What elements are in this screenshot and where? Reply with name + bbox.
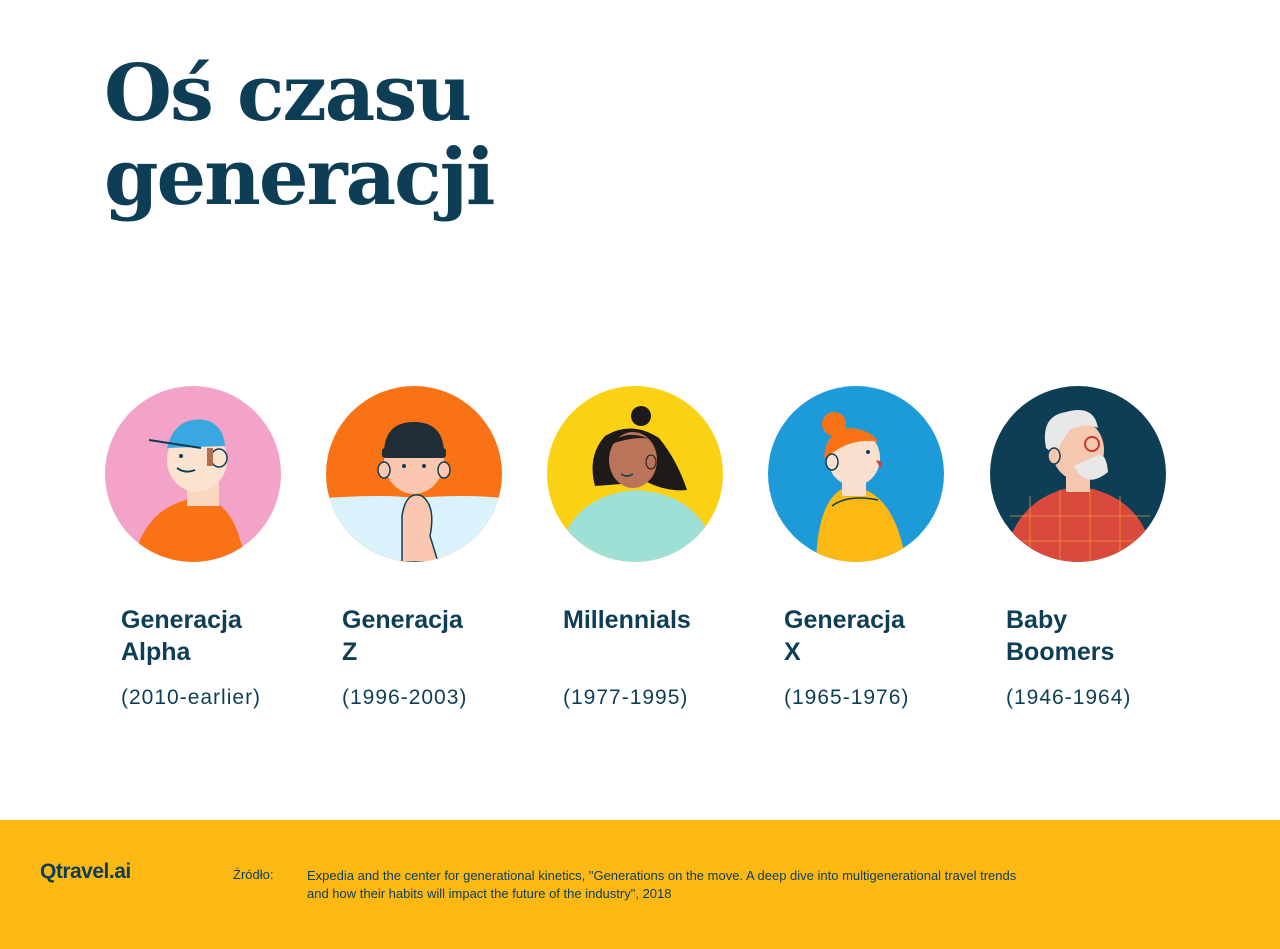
qtravel-logo: Qtravel.ai [40, 860, 131, 883]
generation-years: (1965-1976) [784, 686, 910, 709]
gen-x-avatar-icon [768, 386, 944, 562]
footer: Qtravel.ai Źródło: Expedia and the cente… [0, 820, 1280, 949]
source-text: Expedia and the center for generational … [307, 867, 1167, 903]
generation-card-millennials: Millennials (1977-1995) [547, 386, 725, 710]
generation-name-line2: Alpha [121, 638, 191, 666]
generation-card-alpha: Generacja Alpha (2010-earlier) [105, 386, 283, 710]
page-title: Oś czasu generacji [104, 52, 664, 220]
generation-name-line2: X [784, 638, 801, 666]
generation-name-line1: Generacja [342, 606, 463, 634]
generation-name-line1: Baby [1006, 606, 1068, 634]
gen-alpha-avatar-icon [105, 386, 281, 562]
generation-name: Baby Boomers [1006, 604, 1176, 668]
source-label: Źródło: [233, 867, 274, 882]
page-title-line1: Oś czasu [104, 48, 472, 139]
generation-card-z: Generacja Z (1996-2003) [326, 386, 504, 710]
millennials-avatar-icon [547, 386, 723, 562]
generation-name: Generacja Z [342, 604, 512, 668]
source-text-line1: Expedia and the center for generational … [307, 868, 1017, 883]
source-text-line2: and how their habits will impact the fut… [307, 886, 672, 901]
baby-boomers-avatar-icon [990, 386, 1166, 562]
generation-name-line1: Generacja [121, 606, 242, 634]
generation-name-line1: Generacja [784, 606, 905, 634]
generation-years: (1946-1964) [1006, 686, 1132, 709]
generation-card-x: Generacja X (1965-1976) [768, 386, 946, 710]
generation-years: (1996-2003) [342, 686, 468, 709]
generation-name-line2: Boomers [1006, 638, 1115, 666]
generation-name: Millennials [563, 604, 733, 668]
page-title-line2: generacji [104, 132, 495, 223]
generation-card-baby-boomers: Baby Boomers (1946-1964) [990, 386, 1168, 710]
generation-name-line2: Z [342, 638, 358, 666]
generation-years: (1977-1995) [563, 686, 689, 709]
generation-years: (2010-earlier) [121, 686, 262, 709]
gen-z-avatar-icon [326, 386, 502, 562]
generation-name: Generacja Alpha [121, 604, 291, 668]
generation-name-line1: Millennials [563, 606, 691, 634]
generation-name: Generacja X [784, 604, 954, 668]
